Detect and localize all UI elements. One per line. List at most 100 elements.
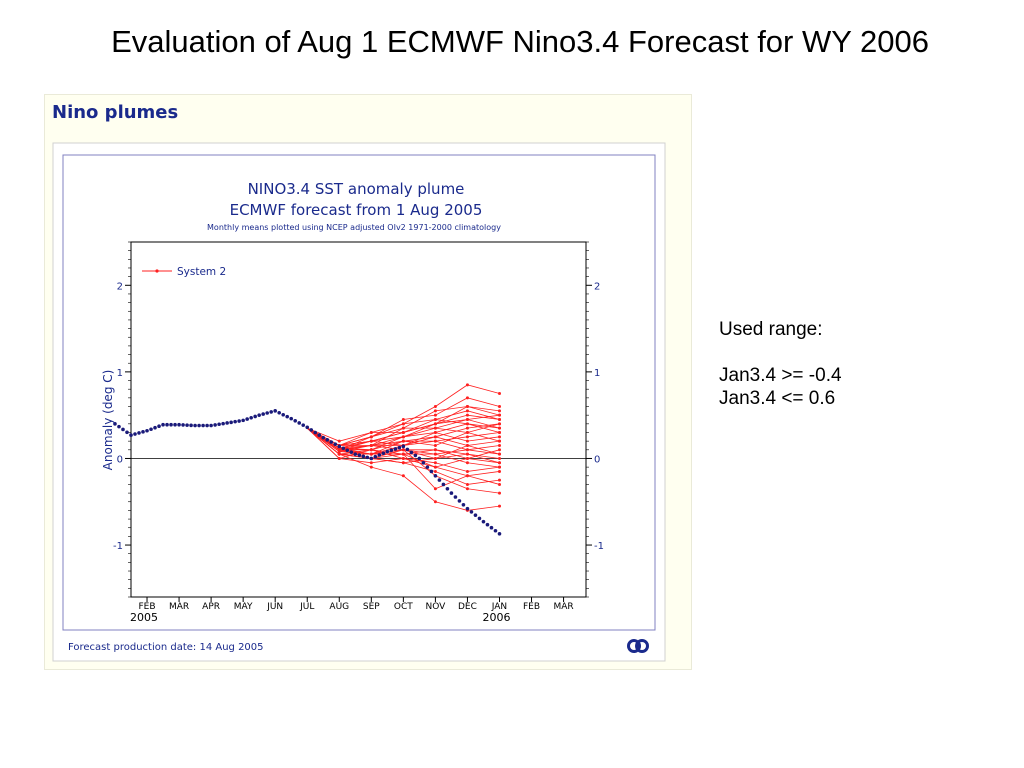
plume-member-point [433,409,437,413]
observed-point [133,432,137,436]
observed-point [233,419,237,424]
observed-point [169,422,173,427]
plume-member-point [401,435,405,439]
plume-member-point [497,392,501,396]
x-tick-label: MAR [169,602,189,612]
plume-member-point [433,418,437,421]
observed-point [237,419,241,423]
plume-member-point [465,418,469,421]
observed-point [113,422,117,426]
chart-inner-frame [62,154,656,631]
observed-point [177,422,181,427]
plume-member-point [465,482,469,486]
plume-member-point [337,452,341,456]
observed-point [445,486,450,491]
observed-point [173,422,177,427]
x-tick-label: JUL [299,602,314,612]
observed-point [137,431,141,435]
plume-member-point [401,452,405,456]
observed-point [197,423,201,428]
observed-point [257,413,261,417]
plume-member-point [497,448,501,452]
observed-point [145,428,149,433]
x-tick-label: SEP [363,602,380,612]
observed-point [369,456,374,461]
observed-point [429,469,434,474]
x-tick-label: JAN [491,602,507,612]
observed-point [273,409,277,413]
x-tick-label: MAR [553,602,573,612]
plume-member-point [369,439,373,443]
plume-member-point [433,422,437,426]
observed-point [157,424,161,429]
plume-member-point [433,500,437,504]
observed-point [297,421,302,425]
ecmwf-logo-icon [627,639,649,653]
observed-point [449,491,454,495]
plume-member-point [465,409,469,413]
plume-member-point [433,469,437,473]
plume-member-point [465,487,469,491]
plume-member-point [497,482,501,486]
title-line2-date: 1 Aug 2005 [391,201,482,219]
observed-point [361,454,366,459]
title-line2-regular: ECMWF [230,201,286,219]
plume-member-point [337,448,341,452]
observed-point [129,433,133,437]
observed-point [441,482,446,487]
x-tick-label: DEC [458,602,477,612]
plume-member-point [433,443,437,447]
plume-member-point [369,465,373,469]
observed-point [485,522,490,527]
observed-point [253,414,257,419]
observed-point [277,410,281,415]
x-year-label: 2006 [482,611,510,624]
observed-point [305,425,310,430]
plume-member-point [465,448,469,452]
title-line2-forecast: forecast from [291,201,391,219]
y-tick-label-right: -1 [594,541,604,552]
x-tick-label: AUG [329,602,349,612]
plume-member-point [465,422,469,426]
chart-footer: Forecast production date: 14 Aug 2005 [68,642,264,653]
observed-point [345,448,350,453]
plume-member-point [433,487,437,491]
chart-title-line2: ECMWF forecast from 1 Aug 2005 [230,201,483,219]
plume-member-point [497,456,501,460]
observed-point [261,412,265,416]
observed-point [221,421,225,426]
observed-point [281,412,286,417]
observed-point [289,416,294,421]
plume-member-point [497,422,501,426]
observed-point [453,495,458,499]
plume-member-point [401,474,405,478]
y-tick-label-right: 2 [594,281,600,292]
plume-member-point [497,418,501,421]
plume-member-point [433,426,437,430]
plume-member-point [465,383,469,387]
observed-point [333,442,338,446]
plume-member-point [369,452,373,456]
observed-point [437,478,442,482]
observed-point [329,440,334,444]
y-tick-label-left: 2 [117,281,123,292]
y-tick-label-right: 0 [594,454,600,465]
plume-member-point [497,426,501,430]
plume-member-point [401,461,405,465]
observed-point [373,454,378,459]
plume-member-point [497,435,501,439]
observed-point [165,422,169,427]
plume-member-point [465,439,469,443]
y-tick-label-left: -1 [113,541,123,552]
observed-point [313,430,318,435]
plume-member-point [465,474,469,478]
plume-member-point [401,418,405,421]
observed-point [229,420,233,425]
observed-point [353,452,358,456]
observed-point [265,411,269,415]
plot-area: -1 -1 0 0 1 1 2 2 FEB MAR APR MAY JUN JUL AUG SEP OCT NOV… [113,241,604,624]
plume-member-point [337,439,341,443]
notes-spacer [719,341,842,364]
plume-member-point [433,413,437,417]
